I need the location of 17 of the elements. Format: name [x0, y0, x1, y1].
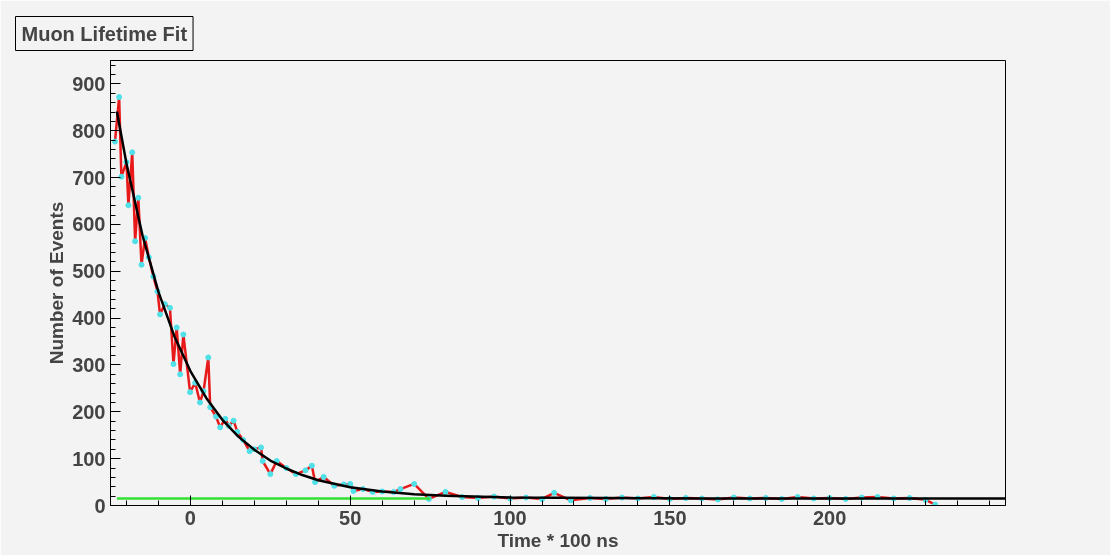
x-tick-label: 200: [813, 506, 847, 529]
y-tick-label: 200: [72, 400, 106, 423]
y-tick-label: 700: [72, 166, 106, 189]
x-tick-label: 150: [653, 506, 687, 529]
y-axis-title: Number of Events: [46, 201, 68, 365]
x-tick-label: 100: [493, 506, 527, 529]
x-tick-label: 50: [339, 506, 362, 529]
chart-title: Muon Lifetime Fit: [21, 22, 188, 45]
x-tick-label: 0: [184, 506, 196, 529]
y-tick-label: 800: [72, 119, 106, 142]
y-tick-label: 100: [72, 447, 106, 470]
y-tick-label: 300: [72, 353, 106, 376]
x-axis-title: Time * 100 ns: [497, 529, 619, 551]
y-tick-label: 500: [72, 260, 106, 283]
y-tick-label: 400: [72, 307, 106, 330]
y-tick-label: 900: [72, 72, 106, 95]
y-tick-label: 600: [72, 213, 106, 236]
